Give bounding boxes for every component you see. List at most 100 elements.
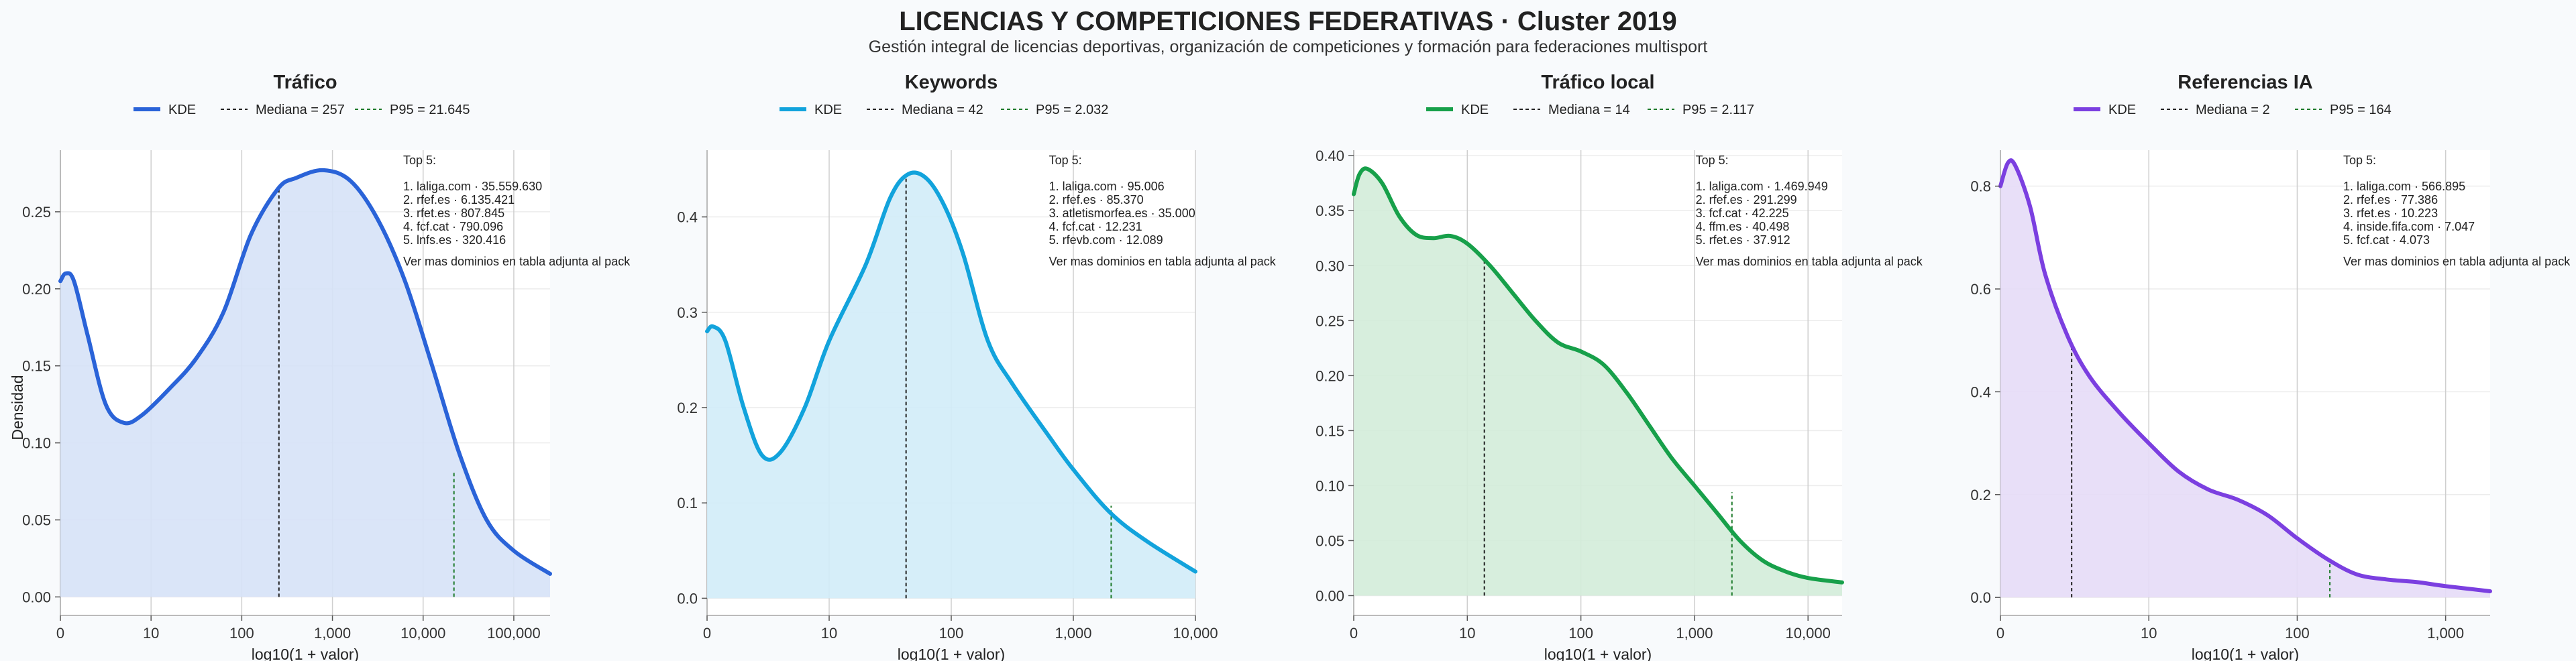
page-title: LICENCIAS Y COMPETICIONES FEDERATIVAS · … [899, 7, 1677, 36]
top5-item: 1. laliga.com · 95.006 [1049, 180, 1165, 193]
page-subtitle: Gestión integral de licencias deportivas… [868, 38, 1708, 56]
x-tick-label: 100,000 [487, 625, 541, 642]
chart-title: Tráfico local [1541, 72, 1654, 93]
x-tick-label: 1,000 [1055, 625, 1091, 642]
y-tick-label: 0.10 [1316, 477, 1344, 494]
x-tick-label: 100 [2285, 625, 2310, 642]
y-tick-label: 0.30 [1316, 257, 1344, 274]
legend-p95-label: P95 = 21.645 [390, 103, 470, 117]
top5-item: 1. laliga.com · 35.559.630 [403, 180, 542, 193]
chart-panel-3: 0.00 0.05 0.10 0.15 0.20 0.25 0.30 0.35 0.40 0 10 1… [1316, 72, 1923, 661]
top5-item: 4. inside.fifa.com · 7.047 [2343, 220, 2475, 233]
kde-area [60, 170, 550, 597]
y-tick-label: 0.40 [1316, 147, 1344, 164]
y-axis-label: Densidad [9, 375, 26, 440]
legend-median-label: Mediana = 42 [902, 103, 983, 117]
x-axis-label: log10(1 + valor) [252, 646, 359, 661]
y-tick-label: 0.0 [1970, 589, 1991, 606]
chart-panel-1: 0.00 0.05 0.10 0.15 0.20 0.25 0 10 100 1,000 10,00… [9, 72, 631, 661]
top5-item: 5. fcf.cat · 4.073 [2343, 233, 2430, 247]
top5-item: 3. atletismorfea.es · 35.000 [1049, 206, 1195, 220]
kde-line [1998, 158, 2492, 593]
kde-area [707, 172, 1195, 599]
top5-item: 5. rfet.es · 37.912 [1696, 233, 1790, 247]
x-tick-label: 10,000 [1786, 625, 1831, 642]
legend-median-label: Mediana = 257 [256, 103, 345, 117]
top5-heading: Top 5: [2343, 154, 2376, 167]
kde-line [58, 168, 552, 576]
y-tick-label: 0.4 [677, 209, 698, 226]
chart-panel-2: 0.0 0.1 0.2 0.3 0.4 0 10 100 1,000 10,000 log10(1 … [677, 72, 1276, 661]
top5-item: 4. fcf.cat · 12.231 [1049, 220, 1142, 233]
x-tick-label: 1,000 [1676, 625, 1713, 642]
x-tick-label: 100 [939, 625, 964, 642]
legend-kde-label: KDE [814, 103, 842, 117]
y-tick-label: 0.0 [677, 590, 698, 607]
x-tick-label: 10 [821, 625, 837, 642]
chart-title: Referencias IA [2178, 72, 2313, 93]
top5-item: 5. lnfs.es · 320.416 [403, 233, 506, 247]
chart-panel-4: 0.0 0.2 0.4 0.6 0.8 0 10 100 1,000 log10(1 + valo… [1970, 72, 2571, 661]
top5-item: 1. laliga.com · 1.469.949 [1696, 180, 1828, 193]
y-tick-label: 0.15 [22, 358, 51, 375]
top5-item: 3. fcf.cat · 42.225 [1696, 206, 1789, 220]
y-tick-label: 0.25 [22, 204, 51, 221]
y-tick-label: 0.2 [677, 400, 698, 416]
legend-p95-label: P95 = 164 [2330, 103, 2392, 117]
top5-item: 3. rfet.es · 10.223 [2343, 206, 2438, 220]
top5-note: Ver mas dominios en tabla adjunta al pac… [403, 255, 631, 268]
legend-median-label: Mediana = 2 [2196, 103, 2270, 117]
x-tick-label: 10 [143, 625, 159, 642]
y-tick-label: 0.10 [22, 435, 51, 452]
legend-p95-label: P95 = 2.117 [1682, 103, 1754, 117]
x-tick-label: 1,000 [2427, 625, 2464, 642]
y-tick-label: 0.3 [677, 304, 698, 321]
x-tick-label: 0 [1350, 625, 1358, 642]
top5-item: 2. rfef.es · 85.370 [1049, 193, 1144, 206]
top5-heading: Top 5: [403, 154, 436, 167]
legend-kde-label: KDE [2108, 103, 2136, 117]
top5-note: Ver mas dominios en tabla adjunta al pac… [1696, 255, 1923, 268]
y-tick-label: 0.00 [22, 589, 51, 605]
x-tick-label: 100 [1568, 625, 1593, 642]
y-tick-label: 0.2 [1970, 487, 1991, 503]
y-tick-label: 0.05 [22, 512, 51, 529]
x-tick-label: 10,000 [1173, 625, 1218, 642]
legend-p95-label: P95 = 2.032 [1036, 103, 1108, 117]
x-tick-label: 100 [229, 625, 254, 642]
top5-item: 4. ffm.es · 40.498 [1696, 220, 1790, 233]
x-tick-label: 0 [1996, 625, 2004, 642]
top5-heading: Top 5: [1049, 154, 1082, 167]
legend-median-label: Mediana = 14 [1548, 103, 1630, 117]
y-tick-label: 0.1 [677, 495, 698, 512]
chart-title: Tráfico [273, 72, 337, 93]
top5-item: 2. rfef.es · 6.135.421 [403, 193, 515, 206]
y-tick-label: 0.00 [1316, 587, 1344, 604]
y-tick-label: 0.35 [1316, 202, 1344, 219]
y-tick-label: 0.20 [1316, 367, 1344, 384]
x-axis-label: log10(1 + valor) [898, 646, 1005, 661]
top5-item: 2. rfef.es · 77.386 [2343, 193, 2438, 206]
x-tick-label: 10 [1459, 625, 1475, 642]
top5-item: 4. fcf.cat · 790.096 [403, 220, 503, 233]
y-tick-label: 0.4 [1970, 383, 1991, 400]
legend-kde-label: KDE [1461, 103, 1489, 117]
y-tick-label: 0.20 [22, 281, 51, 298]
kde-line [705, 170, 1197, 574]
x-tick-label: 10,000 [400, 625, 445, 642]
x-tick-label: 1,000 [314, 625, 351, 642]
y-tick-label: 0.8 [1970, 178, 1991, 195]
y-tick-label: 0.15 [1316, 422, 1344, 439]
top5-note: Ver mas dominios en tabla adjunta al pac… [1049, 255, 1277, 268]
top5-item: 3. rfet.es · 807.845 [403, 206, 504, 220]
x-tick-label: 10 [2141, 625, 2157, 642]
x-tick-label: 0 [703, 625, 711, 642]
top5-item: 2. rfef.es · 291.299 [1696, 193, 1797, 206]
y-tick-label: 0.6 [1970, 281, 1991, 298]
x-axis-label: log10(1 + valor) [2192, 646, 2299, 661]
x-tick-label: 0 [56, 625, 64, 642]
top5-note: Ver mas dominios en tabla adjunta al pac… [2343, 255, 2571, 268]
top5-heading: Top 5: [1696, 154, 1729, 167]
top5-item: 1. laliga.com · 566.895 [2343, 180, 2465, 193]
